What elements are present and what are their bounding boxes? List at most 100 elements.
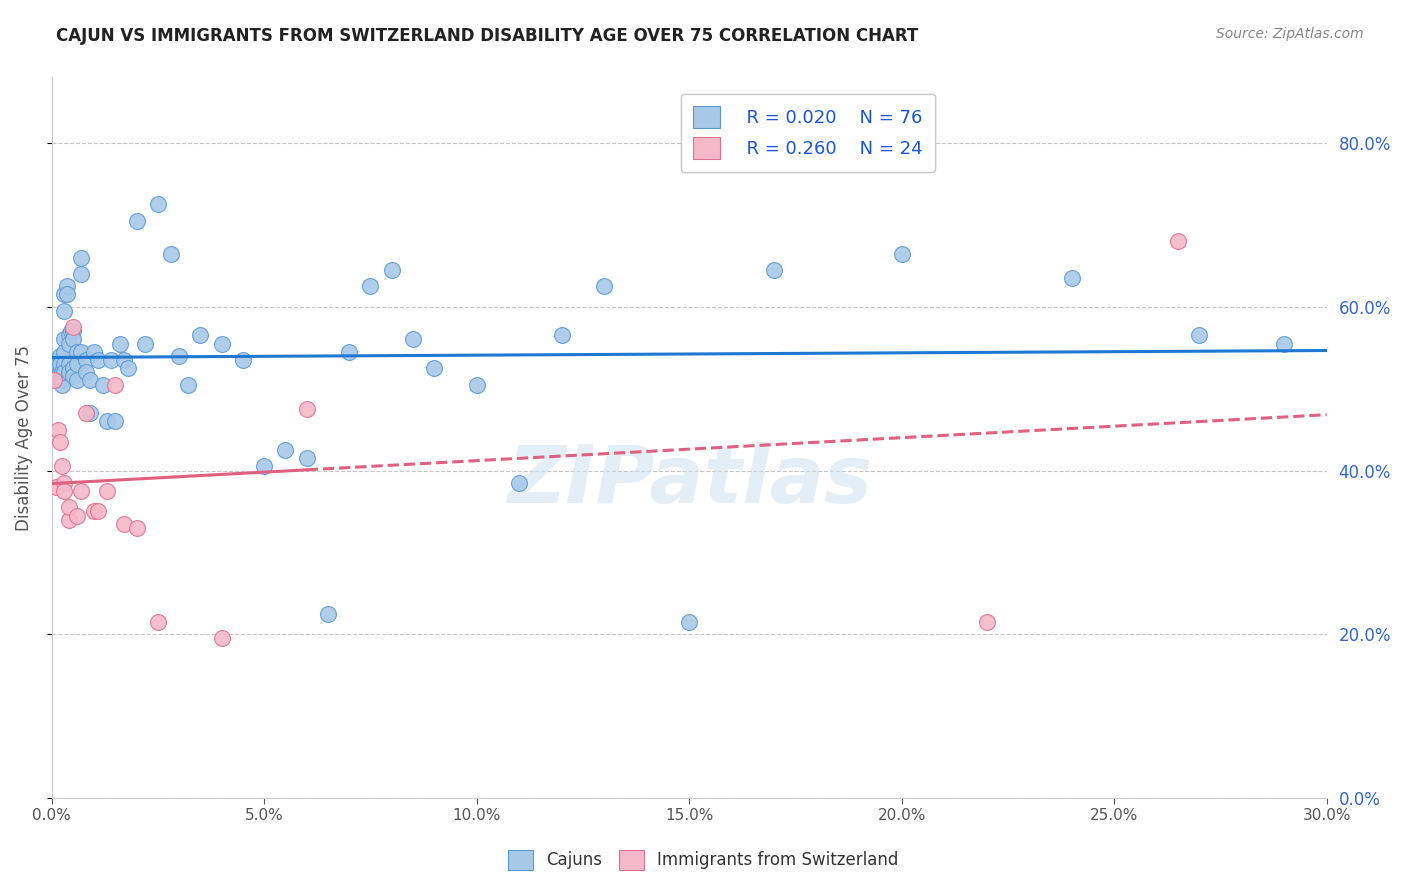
Point	[62, 369, 84, 384]
Point	[49, 349, 72, 363]
Point	[104, 377, 127, 392]
Point	[274, 443, 297, 458]
Point	[125, 521, 148, 535]
Point	[58, 357, 80, 371]
Point	[295, 402, 318, 417]
Point	[46, 423, 69, 437]
Text: CAJUN VS IMMIGRANTS FROM SWITZERLAND DISABILITY AGE OVER 75 CORRELATION CHART: CAJUN VS IMMIGRANTS FROM SWITZERLAND DIS…	[56, 27, 918, 45]
Point	[53, 475, 76, 490]
Point	[62, 320, 84, 334]
Point	[51, 365, 73, 379]
Point	[42, 373, 65, 387]
Point	[49, 357, 72, 371]
Text: ZIPatlas: ZIPatlas	[506, 442, 872, 520]
Point	[402, 333, 425, 347]
Point	[45, 353, 67, 368]
Point	[58, 513, 80, 527]
Point	[87, 504, 110, 518]
Point	[423, 361, 446, 376]
Point	[112, 516, 135, 531]
Point	[295, 451, 318, 466]
Point	[100, 353, 122, 368]
Point	[58, 336, 80, 351]
Point	[70, 251, 93, 265]
Point	[45, 480, 67, 494]
Point	[146, 615, 169, 629]
Point	[1167, 234, 1189, 248]
Point	[1188, 328, 1211, 343]
Point	[51, 459, 73, 474]
Point	[146, 197, 169, 211]
Point	[55, 279, 77, 293]
Point	[79, 373, 101, 387]
Point	[66, 373, 89, 387]
Point	[58, 328, 80, 343]
Point	[91, 377, 114, 392]
Point	[117, 361, 139, 376]
Point	[316, 607, 339, 621]
Point	[211, 336, 233, 351]
Point	[70, 483, 93, 498]
Point	[70, 267, 93, 281]
Point	[253, 459, 276, 474]
Point	[75, 365, 97, 379]
Point	[58, 365, 80, 379]
Point	[66, 344, 89, 359]
Point	[75, 353, 97, 368]
Point	[53, 287, 76, 301]
Point	[134, 336, 156, 351]
Point	[53, 365, 76, 379]
Point	[112, 353, 135, 368]
Point	[42, 361, 65, 376]
Point	[1060, 271, 1083, 285]
Point	[49, 365, 72, 379]
Point	[70, 344, 93, 359]
Point	[66, 508, 89, 523]
Point	[108, 336, 131, 351]
Point	[55, 287, 77, 301]
Point	[232, 353, 254, 368]
Y-axis label: Disability Age Over 75: Disability Age Over 75	[15, 344, 32, 531]
Point	[177, 377, 200, 392]
Point	[763, 263, 786, 277]
Point	[508, 475, 530, 490]
Point	[159, 246, 181, 260]
Point	[211, 632, 233, 646]
Point	[53, 483, 76, 498]
Point	[51, 377, 73, 392]
Point	[62, 361, 84, 376]
Point	[62, 333, 84, 347]
Point	[96, 483, 118, 498]
Point	[53, 344, 76, 359]
Point	[79, 406, 101, 420]
Point	[678, 615, 700, 629]
Point	[62, 324, 84, 338]
Point	[87, 353, 110, 368]
Point	[53, 303, 76, 318]
Point	[890, 246, 912, 260]
Point	[360, 279, 382, 293]
Point	[66, 357, 89, 371]
Point	[593, 279, 616, 293]
Point	[167, 349, 190, 363]
Point	[46, 369, 69, 384]
Point	[104, 414, 127, 428]
Point	[49, 434, 72, 449]
Point	[46, 357, 69, 371]
Point	[75, 406, 97, 420]
Point	[45, 365, 67, 379]
Point	[381, 263, 404, 277]
Point	[337, 344, 360, 359]
Point	[83, 504, 105, 518]
Text: Source: ZipAtlas.com: Source: ZipAtlas.com	[1216, 27, 1364, 41]
Point	[96, 414, 118, 428]
Point	[976, 615, 998, 629]
Point	[49, 373, 72, 387]
Point	[1272, 336, 1295, 351]
Point	[53, 357, 76, 371]
Legend: Cajuns, Immigrants from Switzerland: Cajuns, Immigrants from Switzerland	[501, 843, 905, 877]
Point	[125, 213, 148, 227]
Legend:   R = 0.020    N = 76,   R = 0.260    N = 24: R = 0.020 N = 76, R = 0.260 N = 24	[681, 94, 935, 172]
Point	[53, 333, 76, 347]
Point	[59, 324, 82, 338]
